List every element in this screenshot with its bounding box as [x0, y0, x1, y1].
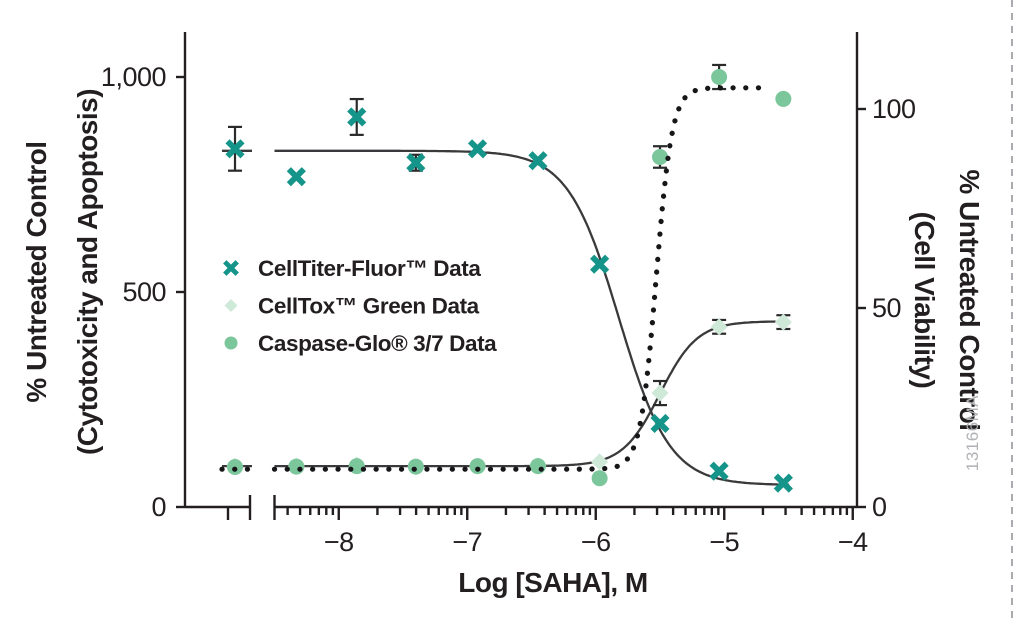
data-markers [226, 69, 792, 487]
x-marker [286, 167, 306, 187]
x-axis-tick-label: −5 [709, 527, 739, 557]
diamond-marker [651, 384, 669, 402]
circle-marker [288, 458, 305, 475]
line [347, 107, 367, 127]
fit-curve [274, 149, 790, 486]
legend-label: Caspase-Glo® 3/7 Data [258, 331, 497, 356]
line [709, 461, 729, 481]
right-axis-title-line2: (Cell Viability) [909, 212, 940, 389]
circle-marker [711, 69, 728, 85]
x-marker [467, 139, 488, 159]
x-axis-title: Log [SAHA], M [458, 567, 647, 598]
circle-marker [469, 458, 486, 475]
left-axis-tick-label: 0 [151, 492, 166, 522]
line [773, 473, 793, 493]
tick-labels: 0 500 1,000 0 50 100 −8 −7 −6 −5 −4 [101, 62, 916, 557]
x-data-markers [225, 107, 793, 493]
x-marker [347, 107, 367, 127]
line [225, 139, 245, 159]
left-axis-title-line2: (Cytotoxicity and Apoptosis) [72, 89, 103, 455]
legend-marker-diamond [224, 299, 238, 312]
circle-marker [591, 470, 608, 487]
right-axis-title-line1: % Untreated Control [954, 169, 985, 430]
x-axis-tick-label: −4 [838, 527, 868, 557]
axes [176, 32, 866, 520]
right-axis-tick-label: 50 [872, 293, 901, 323]
circle-marker [775, 90, 792, 107]
x-marker [590, 254, 610, 274]
line [590, 254, 610, 274]
left-axis-title-line1: % Untreated Control [21, 141, 52, 402]
circle-marker [529, 458, 546, 475]
line [467, 139, 488, 159]
circle-marker [652, 148, 668, 165]
x-marker [528, 151, 548, 171]
x-marker [773, 473, 793, 493]
x-marker [406, 153, 426, 173]
x-axis-tick-label: −8 [324, 527, 354, 557]
page-edge-dashed-line [1011, 0, 1013, 624]
legend-marker-x [223, 260, 239, 276]
diamond-marker [710, 318, 728, 336]
line [286, 167, 306, 187]
left-axis-tick-label: 500 [122, 277, 166, 307]
right-axis-tick-label: 0 [872, 492, 887, 522]
diamond-marker [774, 313, 792, 331]
dotted-fit-curve [219, 85, 769, 472]
caspase-fit-curve [271, 85, 769, 472]
right-axis-tick-label: 100 [872, 94, 916, 124]
legend-label: CellTox™ Green Data [258, 294, 480, 319]
circle-marker [407, 458, 424, 475]
legend-label: CellTiter-Fluor™ Data [258, 256, 481, 281]
line [528, 151, 548, 171]
x-marker-control [225, 139, 245, 159]
x-axis-tick-label: −7 [452, 527, 482, 557]
left-axis-tick-label: 1,000 [101, 62, 166, 92]
legend: CellTiter-Fluor™ Data CellTox™ Green Data… [223, 256, 498, 356]
figure-id-watermark: 13166MA [963, 395, 982, 471]
diamond-marker [591, 453, 609, 471]
x-axis-tick-label: −6 [581, 527, 611, 557]
line [223, 260, 239, 276]
legend-marker-circle [224, 336, 238, 350]
line [650, 413, 670, 433]
x-marker [709, 461, 729, 481]
x-marker [650, 413, 670, 433]
line [406, 153, 426, 173]
